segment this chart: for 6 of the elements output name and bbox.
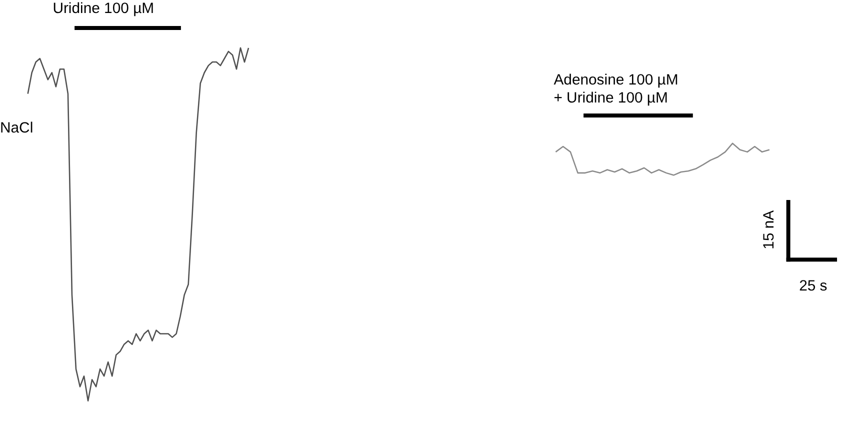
text: 15 nA <box>761 210 778 250</box>
annotation: NaCl <box>0 120 34 136</box>
text: 25 s <box>799 278 828 294</box>
text: Adenosine 100 µM <box>554 72 678 89</box>
text: + Uridine 100 µM <box>554 90 668 107</box>
text: Uridine 100 µM <box>52 1 154 18</box>
